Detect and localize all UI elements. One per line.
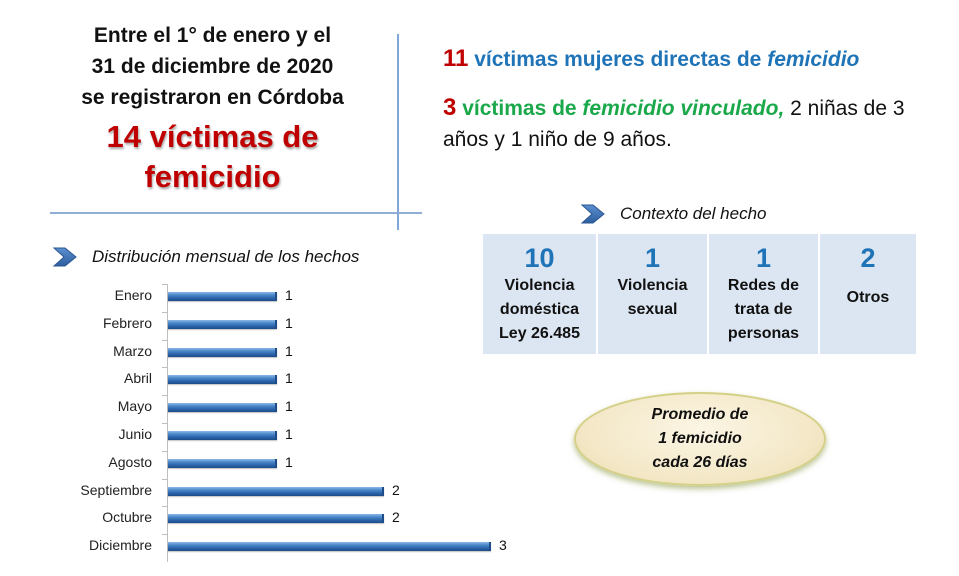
chart-bar (168, 347, 277, 357)
divider-vertical (397, 34, 399, 230)
headline-total: 14 víctimas de (106, 119, 319, 154)
chart-category-label: Abril (123, 370, 152, 387)
chart-category-label: Septiembre (80, 481, 152, 498)
context-count: 1 (755, 243, 772, 273)
chart-value-label: 1 (285, 398, 293, 415)
chart-category-label: Agosto (108, 453, 152, 470)
chart-bar (168, 486, 384, 496)
context-label: trata de (734, 301, 793, 318)
chart-row: Febrero 1 (40, 312, 520, 340)
direct-victims-statement: 11 víctimas mujeres directas de femicidi… (443, 45, 859, 73)
chart-row: Diciembre 3 (40, 534, 520, 562)
context-cell-sexual: 1 Violencia sexual (598, 234, 707, 354)
chart-value-label: 1 (285, 426, 293, 442)
context-count: 10 (524, 243, 555, 273)
chart-tick (162, 311, 167, 313)
headline-total-2: femicidio (144, 159, 281, 194)
chart-value-label: 2 (392, 509, 400, 526)
context-label: Violencia (617, 277, 688, 294)
headline: Entre el 1° de enero y el 31 de diciembr… (40, 20, 385, 197)
chart-bar (168, 514, 384, 524)
linked-victims-italic: femicidio vinculado, (582, 97, 785, 120)
monthly-bar-chart: Enero 1 Febrero 1 Marzo 1 Abril 1 Mayo 1 Junio 1 Ago… (40, 284, 520, 564)
chart-row: Junio 1 (40, 423, 520, 451)
chart-row: Octubre 2 (40, 506, 520, 534)
chart-bar (168, 292, 277, 301)
headline-line-3: se registraron en Córdoba (81, 86, 344, 109)
average-line: Promedio de (651, 406, 749, 423)
chart-row: Mayo 1 (40, 395, 520, 423)
chart-tick (162, 284, 167, 285)
chart-row: Abril 1 (40, 367, 520, 395)
linked-victims-text: víctimas de (456, 97, 583, 120)
context-label: Redes de (727, 277, 800, 294)
chart-category-label: Octubre (102, 509, 152, 526)
chart-row: Agosto 1 (40, 451, 520, 479)
chart-tick (162, 478, 167, 480)
chart-row: Enero 1 (40, 284, 520, 312)
chart-category-label: Mayo (117, 398, 152, 415)
distribution-title: Distribución mensual de los hechos (92, 247, 360, 266)
average-line: 1 femicidio (658, 430, 742, 447)
linked-victims-count: 3 (443, 94, 457, 121)
chart-value-label: 3 (499, 537, 507, 554)
chart-tick (162, 395, 167, 397)
context-section-header: Contexto del hecho (580, 204, 767, 224)
context-title: Contexto del hecho (620, 204, 767, 223)
context-table: 10 Violencia doméstica Ley 26.485 1 Viol… (483, 234, 916, 354)
average-badge: Promedio de 1 femicidio cada 26 días (574, 392, 826, 486)
chart-category-label: Diciembre (88, 537, 152, 554)
direct-victims-text: víctimas mujeres directas de (468, 48, 768, 71)
chart-value-label: 1 (285, 342, 293, 359)
chart-tick (162, 367, 167, 369)
context-label: Violencia (504, 277, 575, 294)
linked-victims-statement: 3 víctimas de femicidio vinculado, 2 niñ… (443, 92, 933, 155)
context-label: Otros (846, 289, 890, 306)
chart-category-label: Enero (114, 287, 152, 303)
chart-tick (162, 339, 167, 341)
headline-line-2: 31 de diciembre de 2020 (91, 55, 334, 78)
linked-victims-details: 2 niñas de 3 años y 1 niño de 9 años. (443, 97, 905, 151)
context-cell-other: 2 Otros (820, 234, 916, 354)
distribution-section-header: Distribución mensual de los hechos (52, 247, 359, 267)
chart-bar (168, 319, 277, 329)
context-label: Ley 26.485 (499, 325, 580, 342)
context-cell-trafficking: 1 Redes de trata de personas (709, 234, 818, 354)
context-label: sexual (627, 301, 678, 318)
chart-bar (168, 403, 277, 413)
context-count: 1 (644, 243, 661, 273)
chart-value-label: 1 (285, 453, 293, 470)
chart-value-label: 2 (392, 481, 400, 498)
chart-axis (167, 284, 168, 562)
chevron-right-icon (580, 204, 605, 224)
chart-value-label: 1 (285, 314, 293, 331)
headline-line-1: Entre el 1° de enero y el (93, 24, 332, 47)
chart-tick (162, 534, 167, 536)
chart-tick (162, 506, 167, 508)
chart-category-label: Junio (118, 426, 152, 442)
average-line: cada 26 días (652, 454, 748, 471)
chart-bar (168, 431, 277, 440)
chart-tick (162, 450, 167, 452)
chart-bar (168, 458, 277, 468)
chart-value-label: 1 (285, 287, 293, 303)
chart-row: Septiembre 2 (40, 479, 520, 507)
context-cell-domestic: 10 Violencia doméstica Ley 26.485 (483, 234, 596, 354)
context-label: personas (727, 325, 800, 342)
direct-victims-italic: femicidio (767, 48, 860, 71)
chart-row: Marzo 1 (40, 340, 520, 368)
chart-category-label: Marzo (113, 342, 152, 359)
chart-category-label: Febrero (102, 314, 152, 331)
chart-value-label: 1 (285, 370, 293, 387)
context-label: doméstica (499, 301, 580, 318)
chart-tick (162, 423, 167, 424)
context-count: 2 (860, 243, 876, 273)
chart-bar (168, 375, 277, 385)
chart-bar (168, 542, 491, 552)
divider-horizontal (50, 212, 422, 214)
direct-victims-count: 11 (443, 45, 469, 72)
chevron-right-icon (52, 247, 77, 267)
